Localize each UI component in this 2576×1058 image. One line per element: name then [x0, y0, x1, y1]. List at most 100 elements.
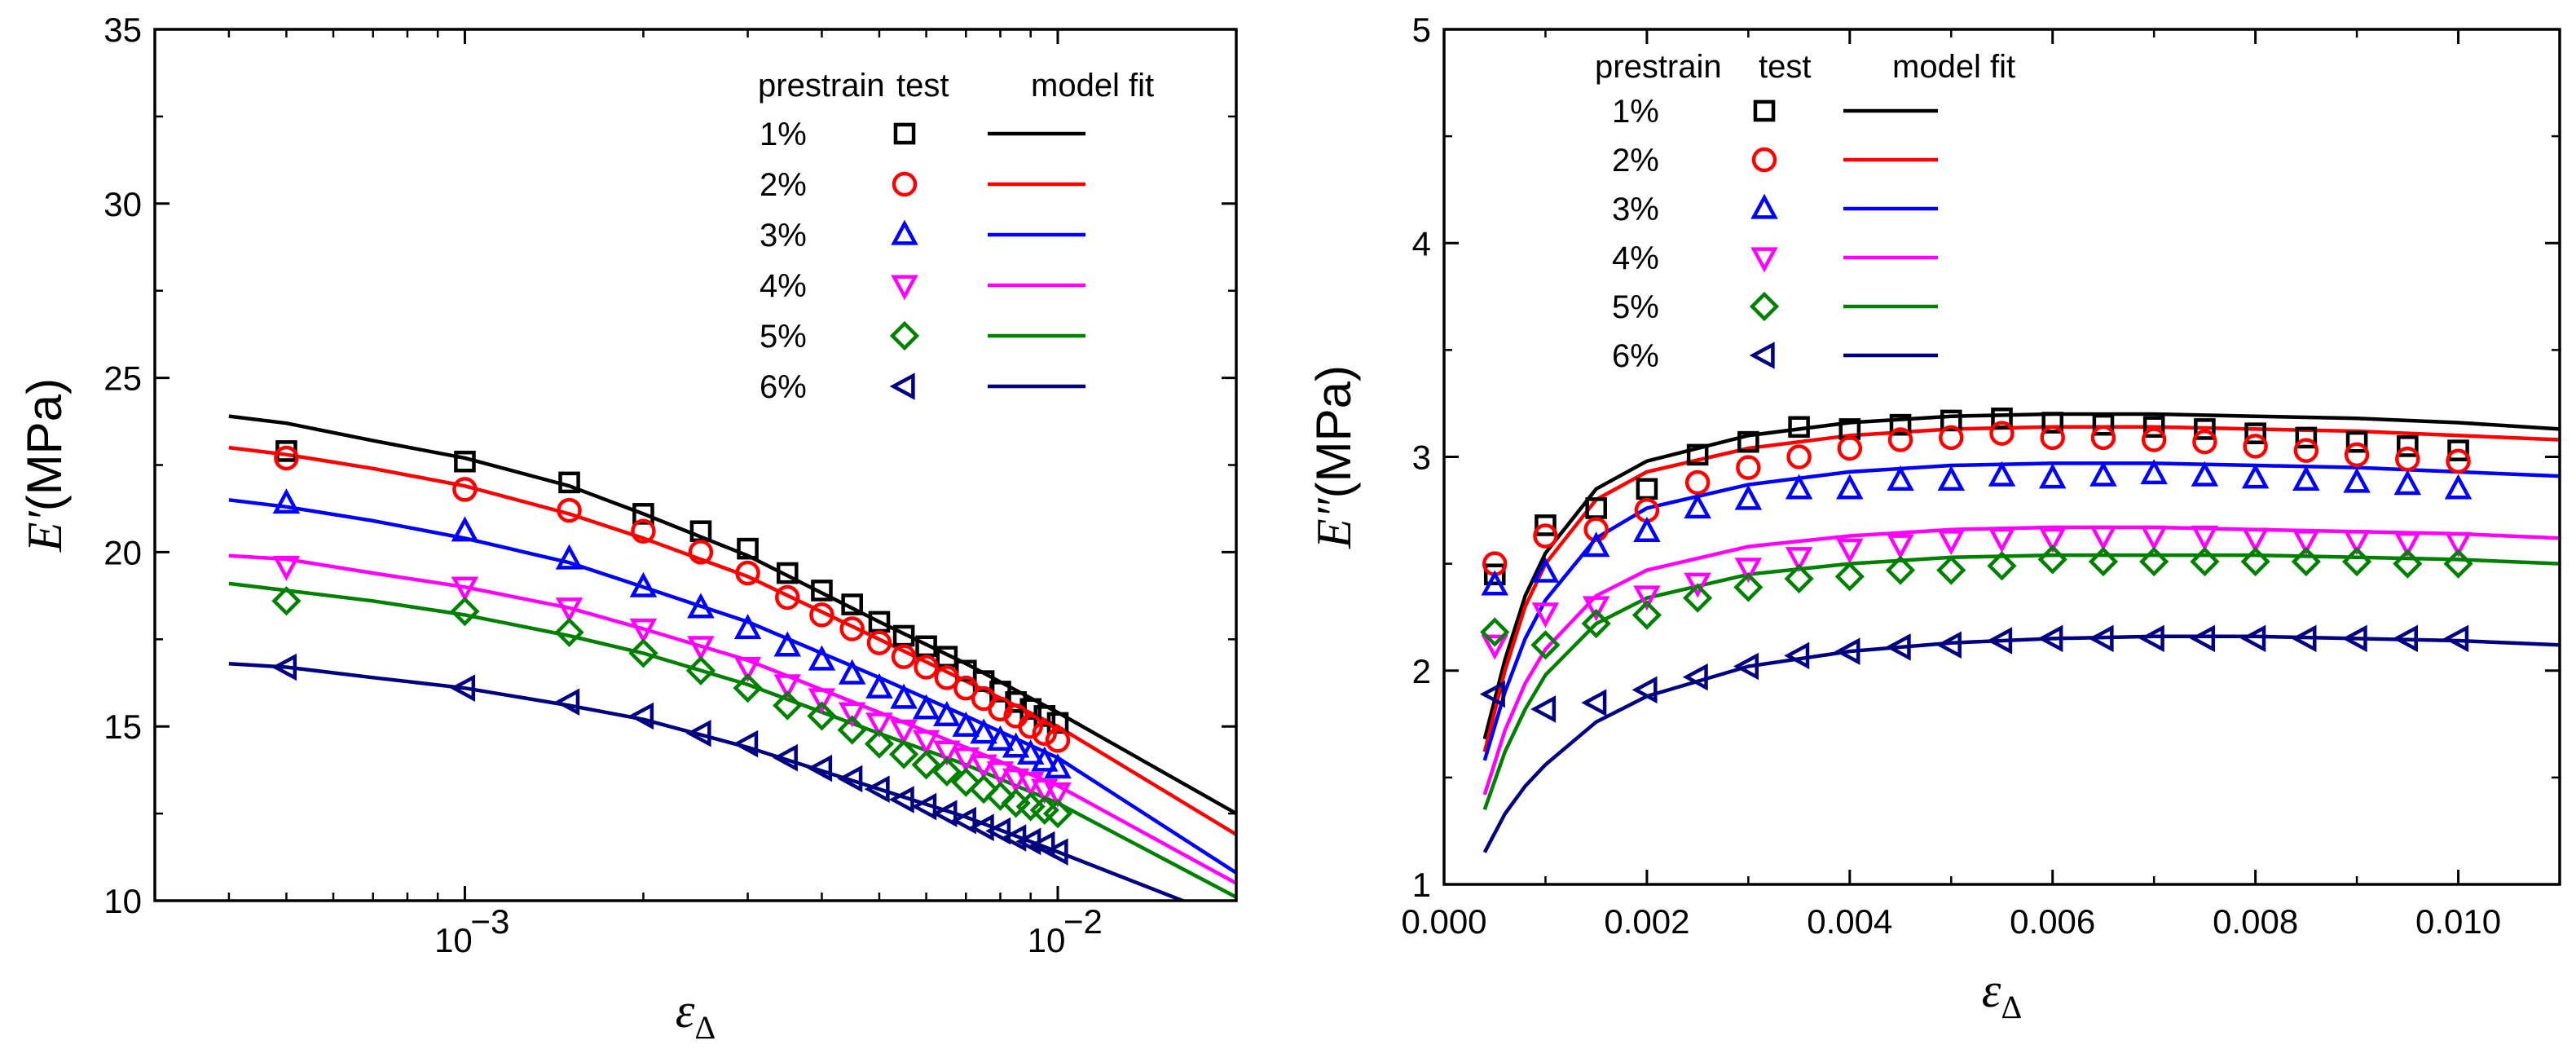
- test-point-4%: [2089, 525, 2117, 551]
- y-tick-label: 3: [1412, 439, 1431, 477]
- legend-label-4%: 4%: [1612, 240, 1659, 276]
- x-tick-label: 0.008: [2213, 902, 2298, 941]
- test-point-1%: [1535, 514, 1557, 536]
- x-tick-label-exponent: −3: [470, 902, 509, 941]
- test-point-6%: [271, 653, 297, 681]
- legend-header-test: test: [1759, 49, 1811, 85]
- test-point-2%: [1684, 469, 1711, 496]
- test-point-3%: [970, 718, 997, 744]
- legend-header-model-fit: model fit: [1892, 49, 2015, 85]
- test-point-1%: [2041, 412, 2064, 434]
- test-point-4%: [1531, 602, 1560, 628]
- test-point-5%: [2139, 546, 2169, 577]
- fit-line-2%: [1482, 425, 2560, 752]
- test-point-3%: [451, 516, 479, 542]
- legend-marker-2%: [892, 171, 918, 197]
- test-point-6%: [1784, 641, 1810, 670]
- test-point-3%: [2343, 467, 2371, 493]
- x-axis-subscript: Δ: [2001, 989, 2022, 1025]
- test-point-4%: [912, 730, 940, 756]
- test-point-3%: [2038, 463, 2067, 489]
- y-axis-title: E′(MPa): [17, 378, 72, 553]
- test-point-4%: [1734, 558, 1763, 584]
- test-point-2%: [1887, 427, 1913, 452]
- test-point-2%: [1045, 728, 1071, 753]
- x-axis-symbol: ε: [1982, 963, 2001, 1017]
- test-point-4%: [933, 740, 961, 766]
- test-point-5%: [1936, 555, 1966, 585]
- test-point-3%: [952, 711, 980, 737]
- test-point-5%: [1480, 617, 1510, 647]
- test-point-2%: [891, 644, 917, 669]
- test-point-4%: [1481, 634, 1509, 660]
- test-point-5%: [888, 739, 919, 769]
- test-point-3%: [1531, 557, 1560, 583]
- test-point-6%: [950, 806, 976, 835]
- test-point-3%: [1988, 461, 2016, 487]
- x-axis-subscript: Δ: [694, 1009, 716, 1046]
- plot-frame: [153, 28, 1238, 902]
- test-point-1%: [2447, 439, 2469, 461]
- test-point-5%: [271, 586, 302, 616]
- test-point-4%: [629, 618, 658, 644]
- test-point-5%: [985, 781, 1015, 811]
- test-point-2%: [2243, 434, 2268, 459]
- y-tick-label: 10: [103, 882, 142, 920]
- test-point-2%: [1786, 444, 1812, 469]
- test-point-6%: [1935, 631, 1962, 659]
- test-point-4%: [2444, 531, 2473, 558]
- test-point-4%: [2140, 525, 2168, 551]
- test-point-3%: [890, 683, 918, 709]
- test-point-6%: [1631, 676, 1658, 704]
- test-point-2%: [735, 560, 760, 586]
- test-point-5%: [837, 715, 867, 745]
- test-point-1%: [737, 537, 759, 560]
- test-point-2%: [2141, 427, 2167, 452]
- test-point-3%: [687, 593, 715, 619]
- test-point-5%: [2190, 546, 2220, 577]
- test-point-4%: [687, 636, 715, 662]
- test-point-6%: [2138, 624, 2164, 653]
- y-tick-label: 1: [1412, 866, 1431, 904]
- test-point-2%: [988, 696, 1013, 722]
- test-point-1%: [1991, 407, 2013, 430]
- test-point-2%: [274, 445, 299, 471]
- test-point-2%: [688, 540, 714, 565]
- test-point-4%: [1785, 547, 1813, 573]
- test-point-6%: [628, 702, 654, 730]
- test-point-3%: [838, 659, 866, 685]
- test-point-6%: [1029, 831, 1055, 859]
- test-point-2%: [2090, 425, 2116, 451]
- test-point-6%: [772, 743, 798, 772]
- test-point-4%: [451, 576, 479, 602]
- test-point-5%: [911, 750, 941, 780]
- legend-marker-5%: [1749, 291, 1780, 322]
- test-point-2%: [1032, 721, 1058, 747]
- fit-line-5%: [228, 581, 1236, 899]
- test-point-5%: [1530, 630, 1561, 660]
- test-point-2%: [2293, 438, 2319, 463]
- test-point-2%: [866, 630, 892, 655]
- test-point-2%: [1736, 455, 1761, 480]
- test-point-1%: [1788, 416, 1810, 439]
- legend-header-test: test: [896, 68, 949, 104]
- legend-marker-6%: [889, 373, 915, 400]
- test-point-1%: [2397, 435, 2419, 457]
- test-point-4%: [808, 688, 836, 714]
- test-point-4%: [865, 712, 893, 738]
- test-point-2%: [2344, 442, 2370, 468]
- plot-area: [1479, 407, 2560, 853]
- plot-area: [228, 414, 1236, 901]
- test-point-6%: [2341, 624, 2367, 653]
- test-point-1%: [2194, 418, 2216, 440]
- legend-label-6%: 6%: [1612, 338, 1659, 374]
- test-point-3%: [1481, 570, 1509, 596]
- test-point-6%: [685, 719, 711, 747]
- test-point-6%: [2291, 624, 2317, 653]
- test-point-5%: [554, 617, 584, 647]
- test-point-3%: [733, 614, 762, 640]
- fit-line-1%: [1482, 412, 2560, 740]
- y-tick-label: 5: [1412, 11, 1431, 49]
- test-point-5%: [1581, 608, 1611, 639]
- test-point-2%: [1837, 435, 1863, 461]
